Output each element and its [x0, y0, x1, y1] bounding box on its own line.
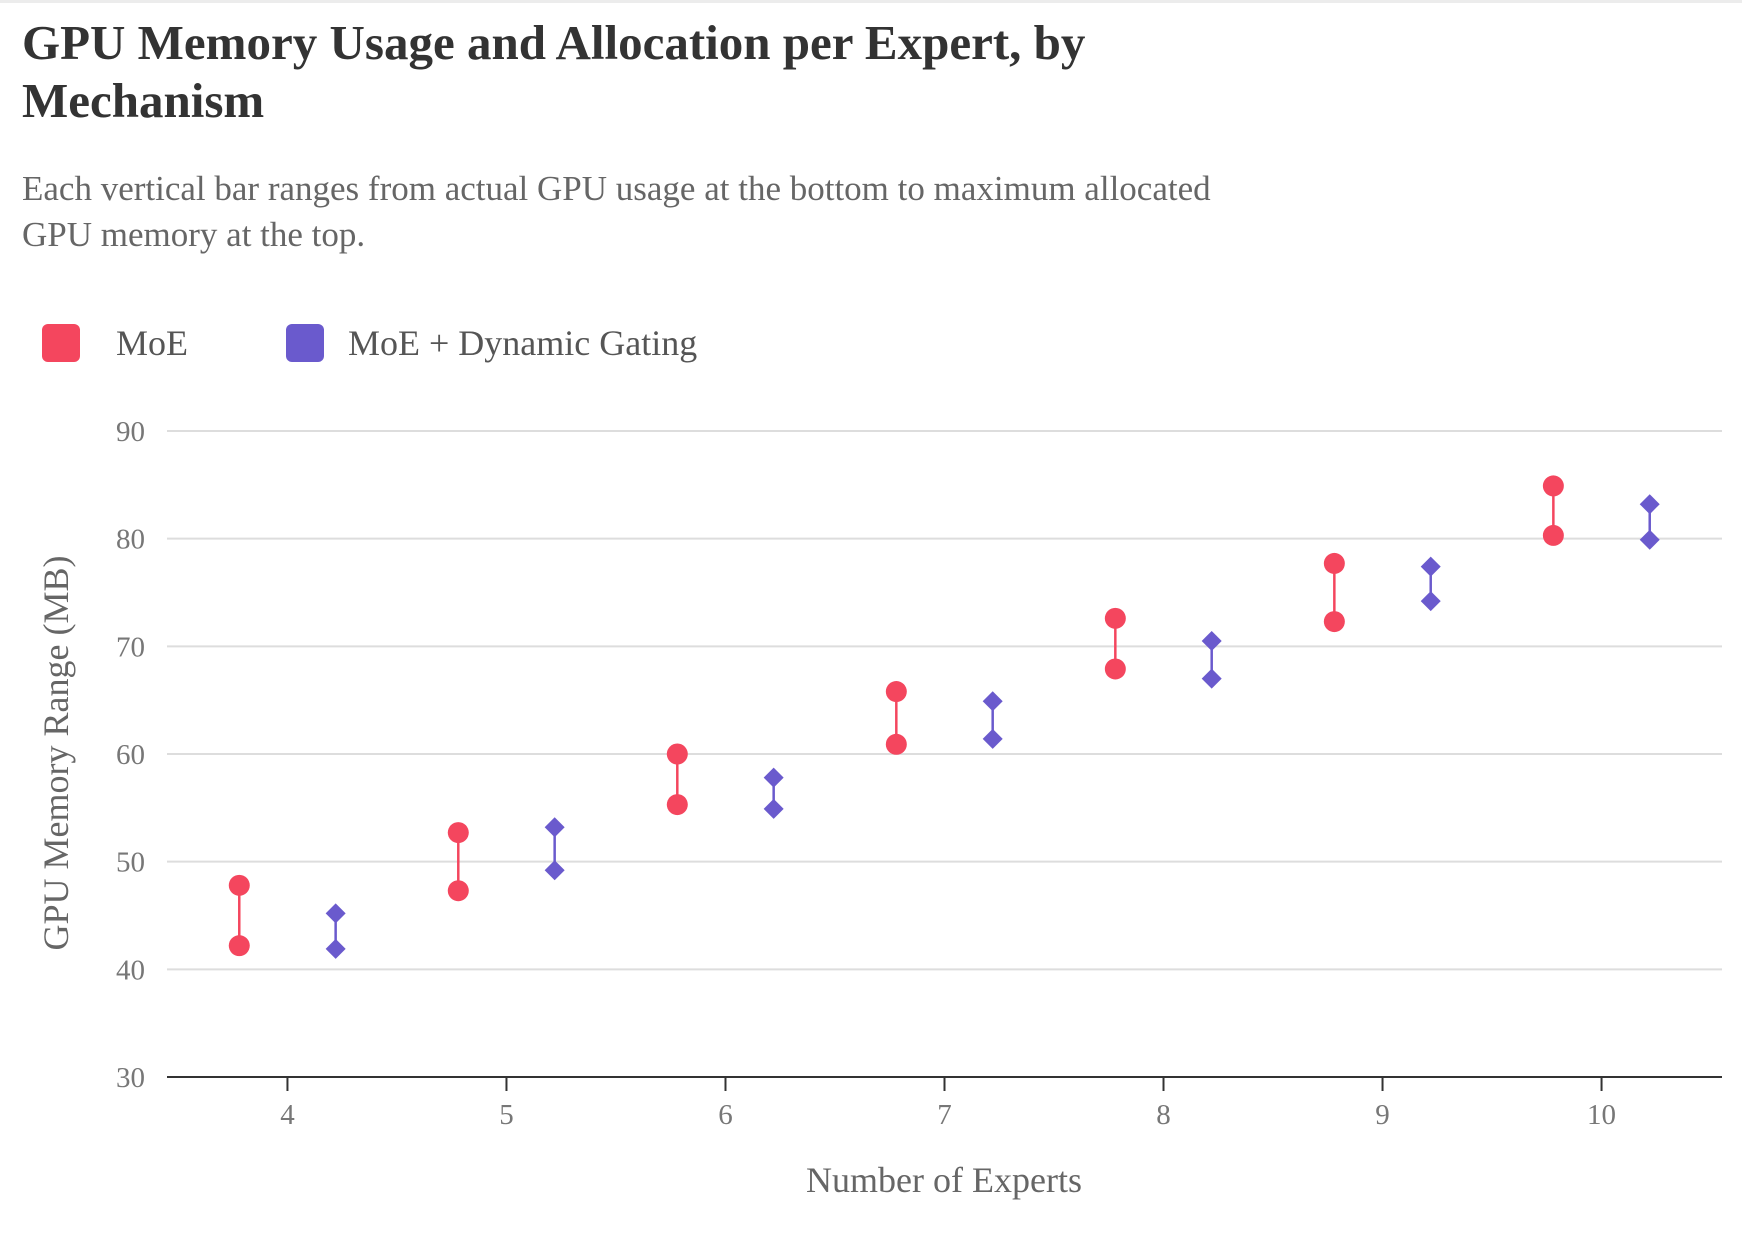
moe-low-marker — [447, 880, 469, 902]
moe-dynamic-gating-high-marker — [982, 691, 1003, 712]
moe-dynamic-gating-high-marker — [1639, 494, 1660, 515]
chart-subtitle: Each vertical bar ranges from actual GPU… — [22, 169, 1211, 254]
moe-high-marker — [1542, 475, 1564, 497]
y-tick-label: 30 — [116, 1062, 145, 1094]
y-tick-label: 70 — [116, 631, 145, 663]
moe-high-marker — [447, 822, 469, 844]
gridlines — [167, 430, 1722, 971]
x-tick-label: 8 — [1156, 1099, 1171, 1131]
x-tick-label: 6 — [718, 1099, 733, 1131]
moe-low-marker — [1542, 524, 1564, 546]
moe-dynamic-gating-low-marker — [1201, 668, 1222, 689]
y-tick-label: 40 — [116, 954, 145, 986]
moe-dynamic-gating-high-marker — [763, 767, 784, 788]
moe-dynamic-gating-low-marker — [325, 938, 346, 959]
x-axis-title: Number of Experts — [806, 1160, 1082, 1200]
x-tick-label: 10 — [1587, 1099, 1616, 1131]
moe-low-marker — [1323, 611, 1345, 633]
moe-low-marker — [1104, 658, 1126, 680]
y-tick-label: 50 — [116, 847, 145, 879]
moe-dynamic-gating-low-marker — [544, 860, 565, 881]
x-tick-label: 7 — [937, 1099, 952, 1131]
data-marks — [228, 475, 1660, 959]
legend-label-moe-dynamic-gating: MoE + Dynamic Gating — [348, 323, 698, 363]
moe-high-marker — [885, 681, 907, 703]
legend-label-moe: MoE — [116, 323, 188, 363]
moe-dynamic-gating-low-marker — [1639, 529, 1660, 550]
moe-dynamic-gating-low-marker — [1420, 591, 1441, 612]
moe-dynamic-gating-high-marker — [1420, 556, 1441, 577]
moe-low-marker — [885, 733, 907, 755]
y-tick-label: 60 — [116, 739, 145, 771]
moe-dynamic-gating-high-marker — [544, 817, 565, 838]
top-border — [0, 0, 1742, 3]
moe-low-marker — [228, 935, 250, 957]
moe-dynamic-gating-low-marker — [982, 728, 1003, 749]
moe-dynamic-gating-high-marker — [1201, 630, 1222, 651]
moe-high-marker — [1104, 607, 1126, 629]
y-axis-title: GPU Memory Range (MB) — [36, 556, 76, 951]
moe-high-marker — [1323, 552, 1345, 574]
moe-dynamic-gating-high-marker — [325, 903, 346, 924]
chart-title: GPU Memory Usage and Allocation per Expe… — [22, 15, 1086, 128]
legend-swatch-moe — [42, 324, 80, 362]
moe-dynamic-gating-low-marker — [763, 798, 784, 819]
moe-high-marker — [666, 743, 688, 765]
legend-swatch-moe-dynamic-gating — [286, 324, 324, 362]
y-tick-label: 80 — [116, 524, 145, 556]
x-tick-label: 9 — [1375, 1099, 1390, 1131]
y-tick-label: 90 — [116, 416, 145, 448]
moe-high-marker — [228, 874, 250, 896]
x-tick-label: 4 — [280, 1099, 295, 1131]
axes: 30 40 50 60 70 80 90 4 5 6 7 8 9 10 — [116, 416, 1722, 1131]
x-tick-label: 5 — [499, 1099, 514, 1131]
moe-low-marker — [666, 794, 688, 816]
